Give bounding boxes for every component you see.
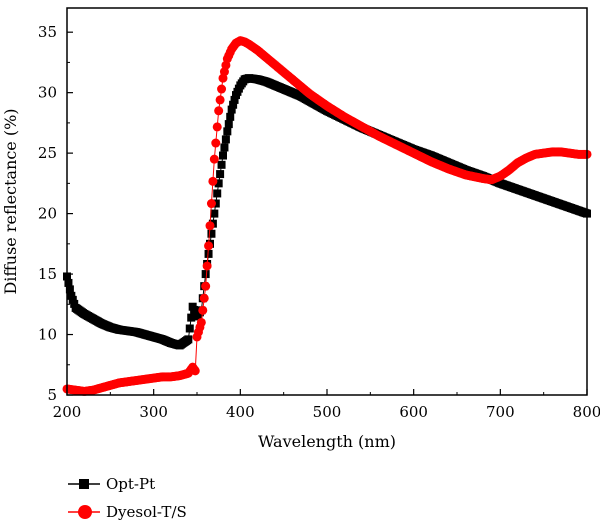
data-point	[215, 95, 225, 105]
series-1	[62, 36, 592, 396]
x-tick-label-600: 600	[399, 403, 428, 421]
y-tick-label-35: 35	[38, 23, 57, 41]
data-point	[202, 261, 212, 271]
data-point	[221, 135, 230, 144]
series-line-0	[66, 77, 588, 346]
plot-frame	[66, 7, 588, 396]
data-point	[207, 229, 216, 238]
data-point	[220, 143, 229, 152]
y-tick-label-5: 5	[47, 386, 57, 404]
legend-label-dyesol-ts: Dyesol-T/S	[106, 503, 187, 521]
data-point	[204, 249, 213, 258]
x-axis-title: Wavelength (nm)	[258, 432, 396, 451]
y-axis-ticks: 5 10 15 20 25 30 35	[38, 23, 73, 404]
y-tick-label-30: 30	[38, 84, 57, 102]
data-point	[201, 281, 211, 291]
y-tick-label-15: 15	[38, 265, 57, 283]
data-point	[227, 105, 236, 114]
data-point	[219, 151, 227, 160]
data-point	[226, 112, 235, 121]
legend-label-opt-pt: Opt-Pt	[106, 475, 155, 493]
data-point	[206, 199, 216, 209]
data-point	[204, 241, 214, 251]
data-point	[187, 313, 196, 322]
data-point	[64, 278, 73, 287]
data-point	[224, 120, 233, 129]
data-point	[209, 154, 219, 164]
data-point	[205, 221, 215, 231]
data-point	[216, 170, 225, 179]
data-point	[212, 122, 222, 132]
legend-marker-dyesol-ts	[78, 505, 92, 519]
data-point	[223, 127, 232, 136]
data-point	[211, 138, 221, 148]
y-tick-label-25: 25	[38, 144, 57, 162]
x-tick-label-400: 400	[226, 403, 255, 421]
data-point	[214, 106, 224, 116]
x-axis-ticks: 200 300 400 500 600 700 800	[53, 389, 600, 421]
data-point	[198, 305, 208, 315]
data-point	[217, 84, 227, 94]
legend-marker-opt-pt	[79, 479, 89, 489]
data-point	[190, 366, 200, 376]
data-point	[196, 317, 206, 327]
x-tick-label-200: 200	[53, 403, 82, 421]
data-point	[65, 285, 74, 294]
x-tick-label-300: 300	[139, 403, 168, 421]
data-point	[217, 160, 226, 169]
data-point	[213, 189, 222, 198]
data-point	[230, 95, 239, 104]
data-point	[201, 270, 210, 279]
data-point	[68, 295, 77, 304]
x-tick-label-700: 700	[486, 403, 515, 421]
y-tick-label-10: 10	[38, 326, 57, 344]
data-point	[70, 299, 79, 308]
y-tick-label-20: 20	[38, 205, 57, 223]
x-tick-label-800: 800	[573, 403, 600, 421]
data-point	[199, 293, 209, 303]
y-axis-title: Diffuse reflectance (%)	[1, 108, 20, 294]
data-point	[184, 335, 193, 344]
x-tick-label-500: 500	[313, 403, 342, 421]
data-point	[214, 179, 223, 188]
data-point	[185, 324, 194, 333]
legend-item-dyesol-ts: Dyesol-T/S	[68, 503, 187, 521]
series-0	[63, 74, 591, 350]
data-point	[208, 176, 218, 186]
data-point	[229, 100, 238, 109]
data-point	[210, 209, 219, 218]
series-layer	[62, 36, 592, 396]
legend: Opt-Pt Dyesol-T/S	[68, 475, 187, 521]
legend-item-opt-pt: Opt-Pt	[68, 475, 155, 493]
data-point	[67, 291, 76, 300]
